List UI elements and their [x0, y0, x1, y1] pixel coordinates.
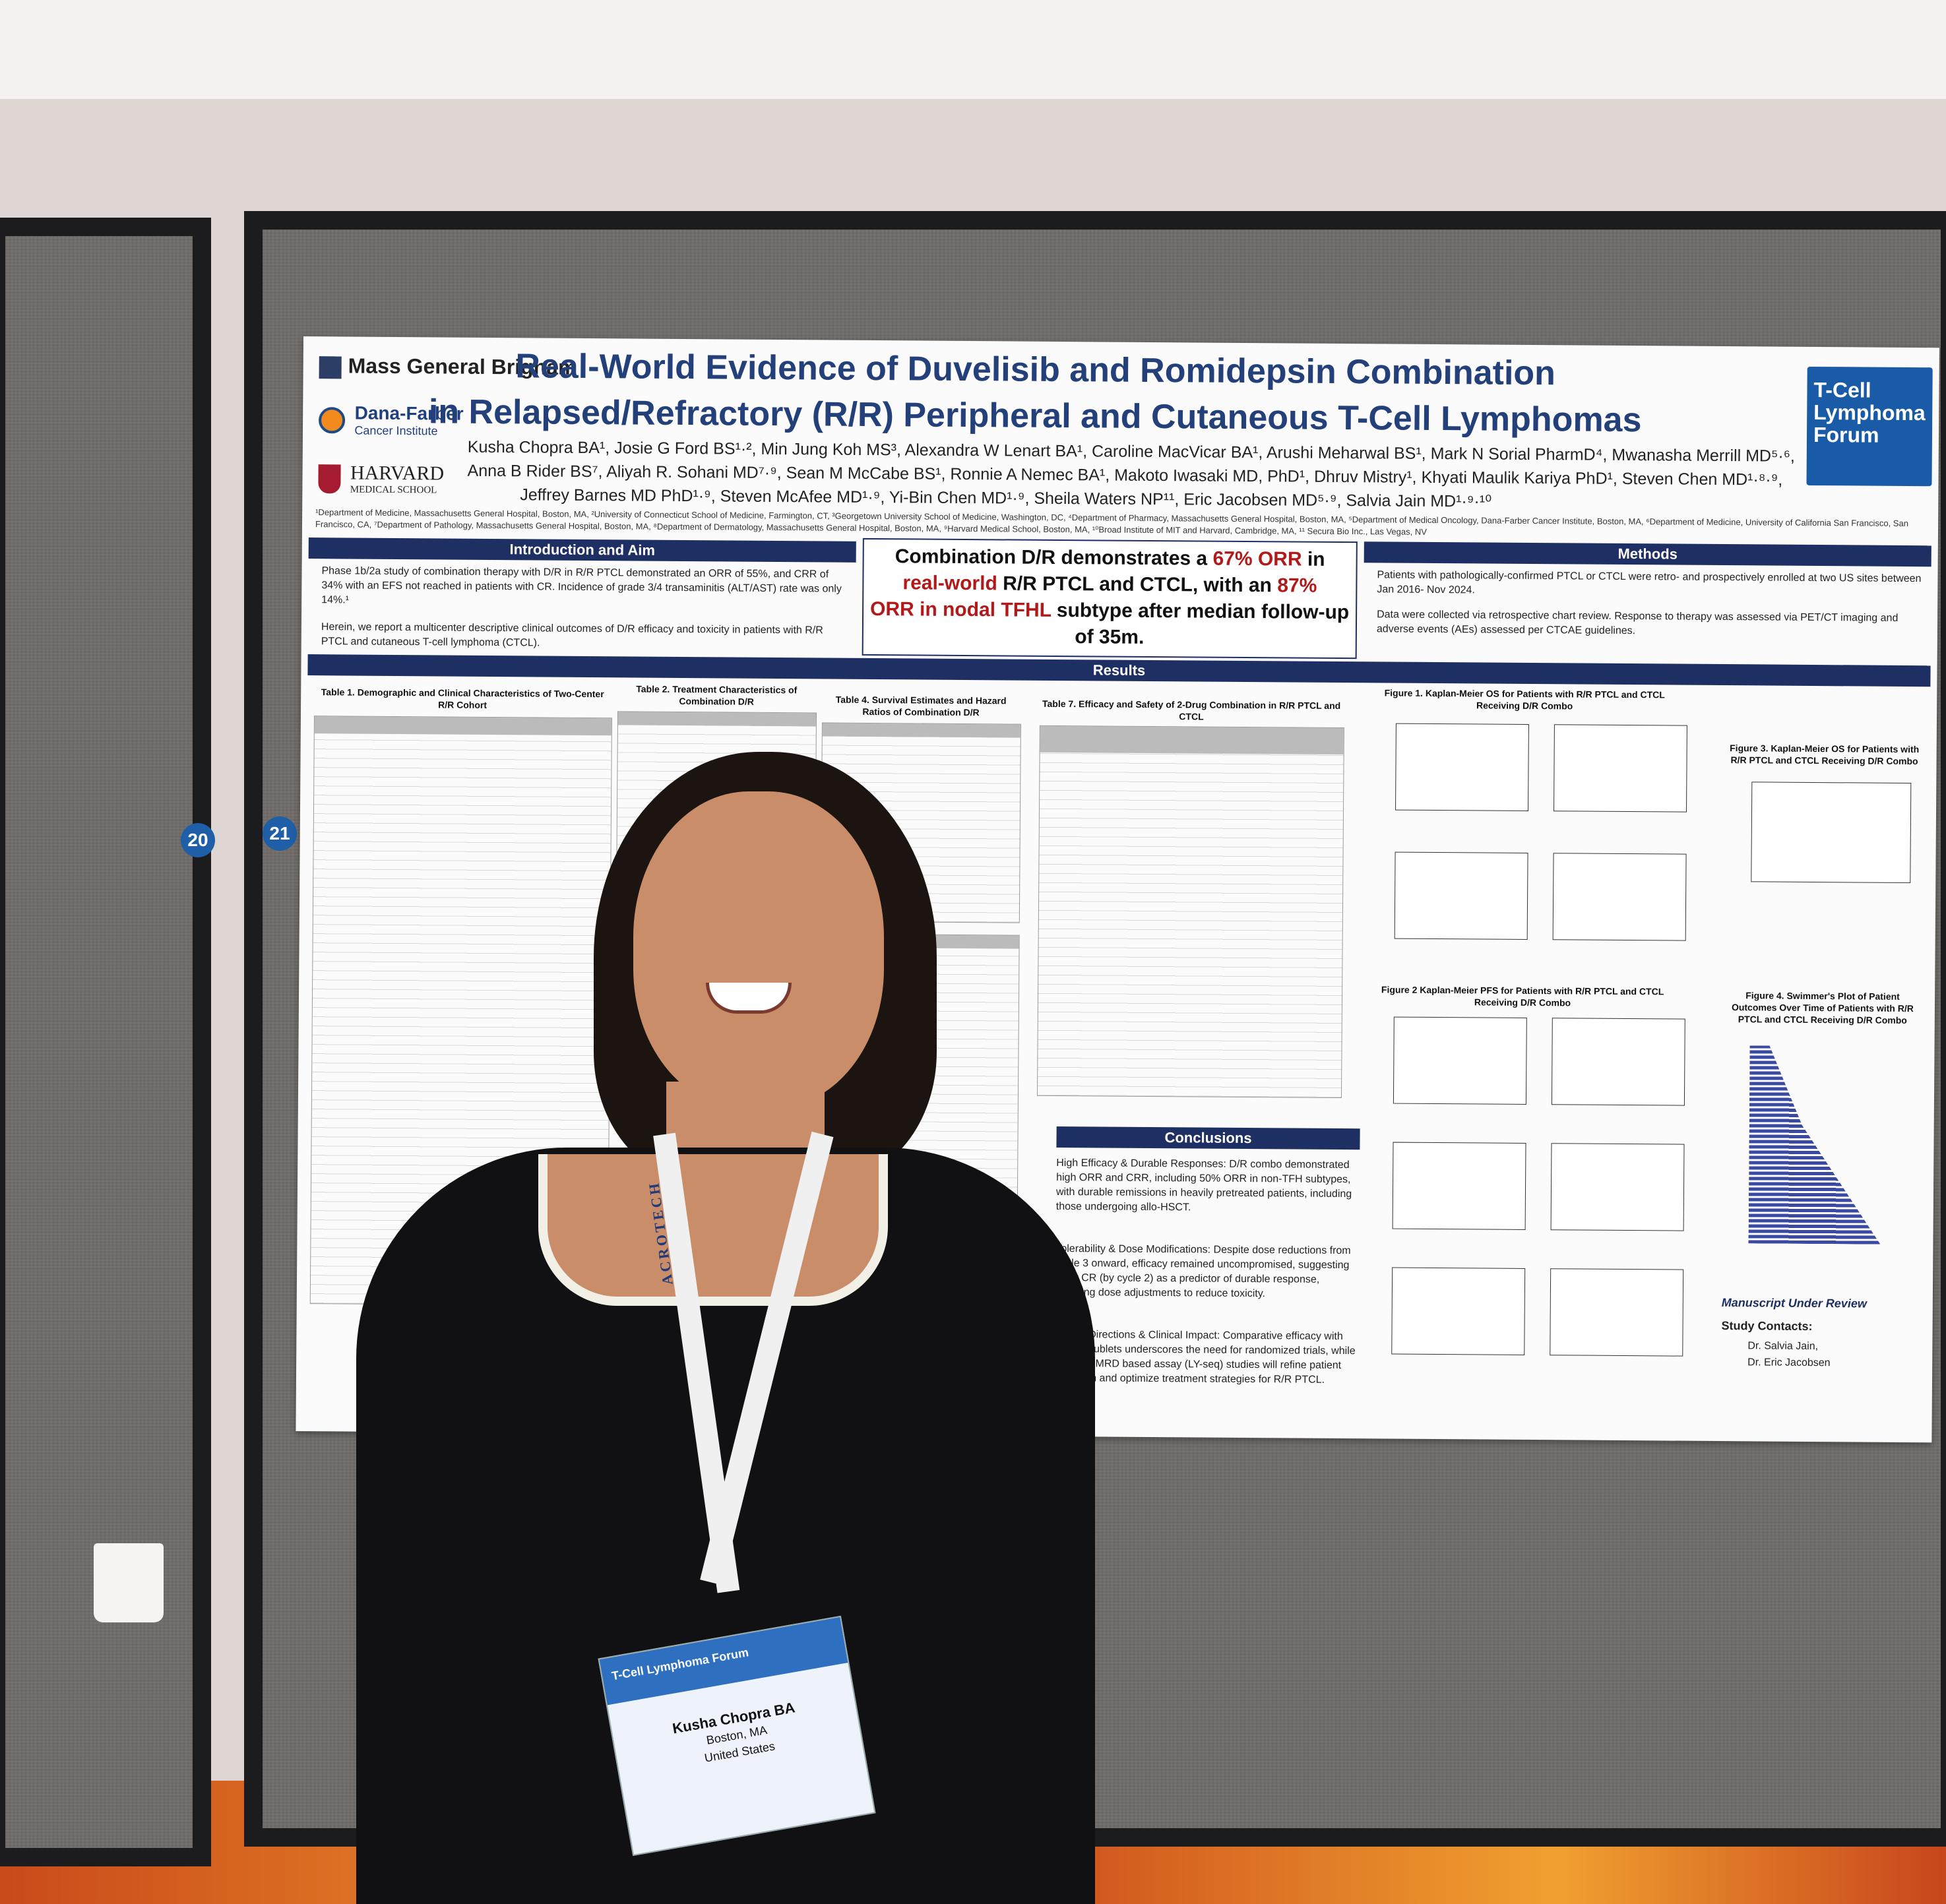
dfci-logo-icon [318, 406, 346, 433]
table7 [1036, 725, 1344, 1099]
intro-bullet-1: Phase 1b/2a study of combination therapy… [321, 565, 842, 606]
conclusions-header: Conclusions [1056, 1126, 1360, 1150]
figure1-panel-d [1552, 853, 1687, 941]
figure2-panel-b [1551, 1018, 1685, 1106]
harvard-shield-icon [318, 464, 341, 493]
contact-2: Dr. Eric Jacobsen [1747, 1357, 1831, 1369]
key-finding-callout: Combination D/R demonstrates a 67% ORR i… [862, 537, 1358, 660]
methods-header: Methods [1364, 541, 1931, 567]
figure1-caption: Figure 1. Kaplan-Meier OS for Patients w… [1384, 687, 1665, 712]
tcell-lymphoma-forum-logo: T-Cell Lymphoma Forum [1806, 366, 1933, 487]
conclusion-3: Future Directions & Clinical Impact: Com… [1054, 1328, 1356, 1386]
figure2-panel-f [1550, 1268, 1684, 1357]
methods-bullet-2: Data were collected via retrospective ch… [1376, 609, 1899, 637]
figure3-plot [1751, 782, 1912, 884]
person-face [633, 791, 884, 1108]
figure4-swimmer-plot [1748, 1045, 1881, 1244]
figure4-caption: Figure 4. Swimmer's Plot of Patient Outc… [1731, 990, 1914, 1026]
paper-cup [94, 1543, 164, 1622]
figure1-panel-b [1554, 724, 1687, 813]
study-contacts-label: Study Contacts: [1721, 1319, 1813, 1334]
shirt-neckline [538, 1154, 888, 1306]
conclusion-1: High Efficacy & Durable Responses: D/R c… [1055, 1157, 1352, 1213]
figure2-panel-d [1550, 1143, 1685, 1231]
figure1-panel-a [1395, 723, 1529, 811]
methods-bullet-1: Patients with pathologically-confirmed P… [1377, 569, 1922, 596]
table4-caption: Table 4. Survival Estimates and Hazard R… [835, 694, 1007, 718]
figure2-panel-e [1391, 1267, 1526, 1355]
table7-caption: Table 7. Efficacy and Safety of 2-Drug C… [1042, 698, 1341, 722]
figure2-panel-c [1392, 1142, 1526, 1230]
contact-1: Dr. Salvia Jain, [1747, 1340, 1819, 1353]
figure2-caption: Figure 2 Kaplan-Meier PFS for Patients w… [1381, 984, 1664, 1008]
conclusion-2: Tolerability & Dose Modifications: Despi… [1055, 1243, 1351, 1300]
intro-bullet-2: Herein, we report a multicenter descript… [321, 621, 823, 649]
figure1-panel-c [1394, 851, 1528, 940]
board-number-20: 20 [181, 823, 215, 857]
intro-header: Introduction and Aim [308, 537, 856, 563]
results-header: Results [307, 654, 1931, 687]
name-badge: T-Cell Lymphoma Forum Kusha Chopra BA Bo… [598, 1615, 876, 1857]
ceiling [0, 0, 1946, 99]
board-number-21: 21 [263, 816, 297, 851]
table2-caption: Table 2. Treatment Characteristics of Co… [636, 683, 798, 707]
figure2-panel-a [1393, 1016, 1527, 1105]
figure3-caption: Figure 3. Kaplan-Meier OS for Patients w… [1730, 743, 1920, 767]
table1-caption: Table 1. Demographic and Clinical Charac… [321, 687, 604, 710]
manuscript-note: Manuscript Under Review [1721, 1296, 1867, 1310]
mgb-logo-icon [319, 355, 342, 379]
